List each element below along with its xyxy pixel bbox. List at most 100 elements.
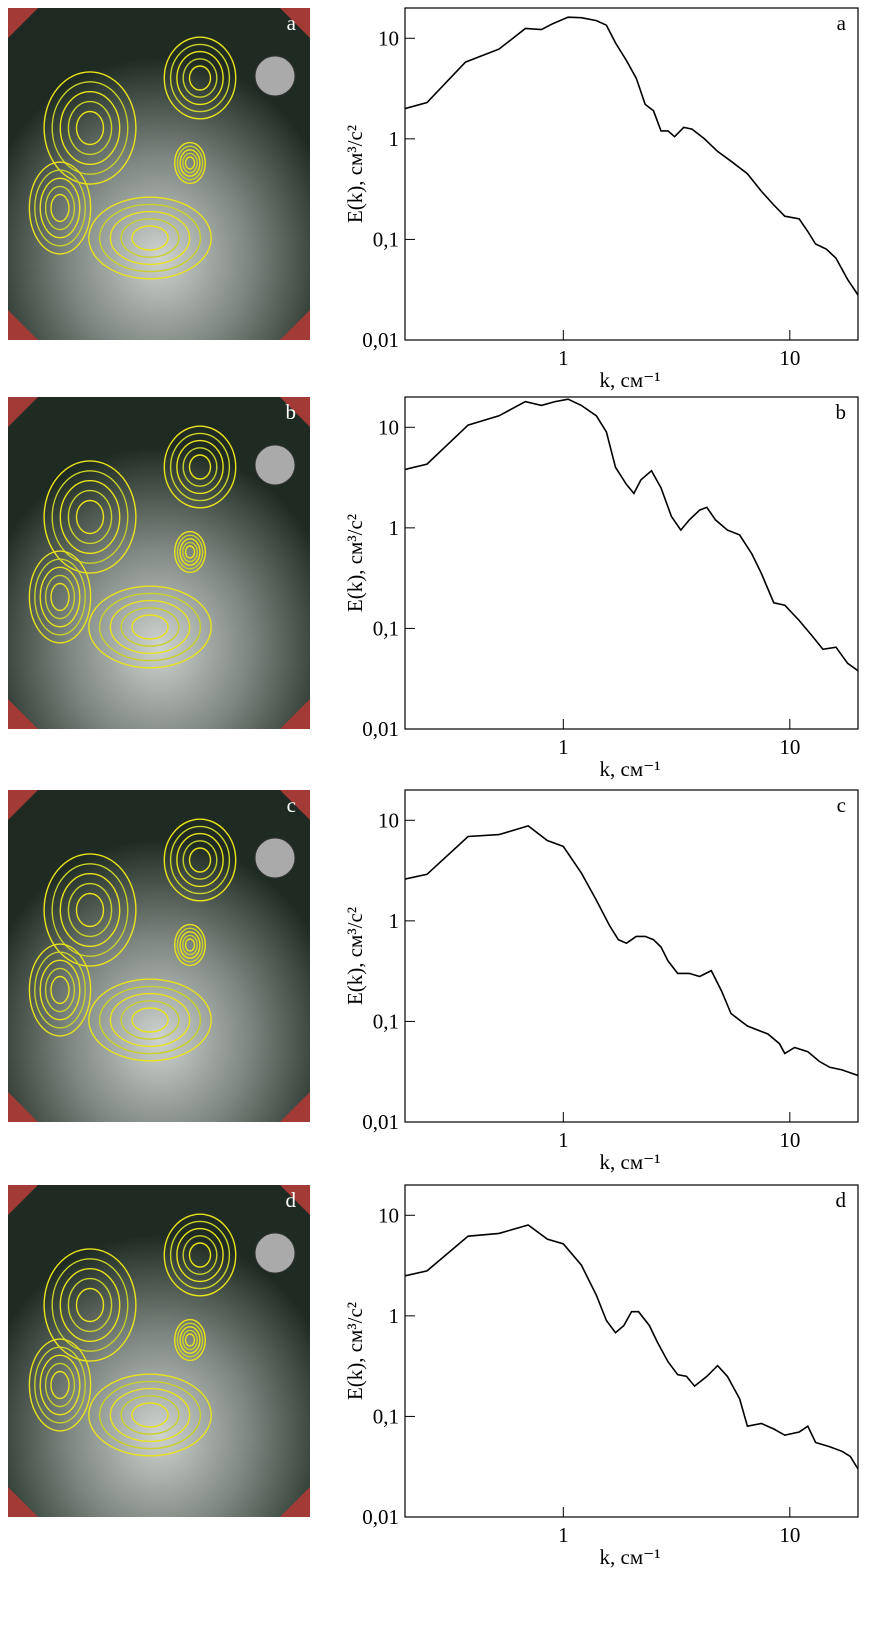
x-axis-label: k, см⁻¹ <box>600 1545 661 1569</box>
probe <box>254 444 296 486</box>
y-tick-label: 1 <box>389 516 400 540</box>
streamline <box>43 1248 137 1362</box>
plot-frame <box>404 396 859 730</box>
streamline <box>188 454 212 480</box>
tank <box>8 1185 310 1517</box>
streamline <box>59 1267 121 1342</box>
y-axis-label: E(k), см³/с² <box>343 907 367 1005</box>
streamline <box>67 489 113 545</box>
streamline <box>50 582 70 612</box>
streamline <box>50 1370 70 1400</box>
streamline <box>67 100 113 156</box>
probe <box>254 837 296 879</box>
streamline <box>59 873 121 948</box>
streamline <box>120 1395 180 1435</box>
y-tick-label: 10 <box>378 808 399 832</box>
streamline <box>131 225 169 251</box>
flow-photo: c <box>8 790 310 1122</box>
streamline <box>184 1333 196 1347</box>
panel-label: a <box>837 11 847 35</box>
spectrum-line <box>405 398 858 672</box>
streamline <box>34 951 86 1029</box>
x-tick-label: 1 <box>558 346 569 370</box>
flow-photo: b <box>8 397 310 729</box>
streamline <box>176 1227 224 1283</box>
photo-label: c <box>287 793 296 817</box>
streamline <box>39 177 81 239</box>
streamline <box>51 1258 129 1352</box>
streamline <box>34 558 86 636</box>
panel-label: c <box>837 793 846 817</box>
streamline <box>131 614 169 640</box>
streamline <box>182 840 218 880</box>
streamline <box>169 825 231 895</box>
panel-label: d <box>836 1188 847 1212</box>
streamline <box>51 863 129 957</box>
streamline <box>59 480 121 555</box>
tank <box>8 397 310 729</box>
y-tick-label: 0,1 <box>373 616 399 640</box>
streamline <box>173 141 206 185</box>
y-axis-label: E(k), см³/с² <box>343 514 367 612</box>
streamline <box>75 892 105 928</box>
streamline <box>44 1362 76 1408</box>
streamline <box>98 985 202 1055</box>
streamline <box>59 90 121 165</box>
y-axis-label: E(k), см³/с² <box>343 1302 367 1400</box>
streamline <box>182 58 218 98</box>
streamline <box>176 534 204 570</box>
streamline <box>120 607 180 647</box>
streamline <box>67 1277 113 1333</box>
streamline <box>109 1387 191 1443</box>
streamline <box>43 460 137 574</box>
y-tick-label: 10 <box>378 26 399 50</box>
streamline <box>184 156 196 170</box>
flow-photo: d <box>8 1185 310 1517</box>
x-tick-label: 10 <box>779 346 800 370</box>
y-tick-label: 1 <box>389 1304 400 1328</box>
streamline <box>88 196 212 280</box>
streamline <box>120 218 180 258</box>
streamline <box>98 1380 202 1450</box>
y-tick-label: 0,1 <box>373 1009 399 1033</box>
streamline <box>176 1322 204 1358</box>
streamline <box>88 585 212 669</box>
streamline <box>176 439 224 495</box>
streamline <box>179 538 201 566</box>
y-tick-label: 0,01 <box>362 1110 399 1134</box>
streamline <box>173 923 206 967</box>
streamline <box>163 1213 237 1297</box>
streamline <box>176 927 204 963</box>
tank <box>8 8 310 340</box>
plot-frame <box>404 1184 859 1518</box>
streamline <box>182 1329 198 1351</box>
spectrum-line <box>405 1224 858 1470</box>
streamline <box>44 574 76 620</box>
streamline <box>182 541 198 563</box>
photo-label: a <box>287 11 297 35</box>
streamline <box>34 1346 86 1424</box>
probe <box>254 55 296 97</box>
streamline <box>179 931 201 959</box>
flow-photo: a <box>8 8 310 340</box>
streamline <box>131 1007 169 1033</box>
streamline <box>51 470 129 564</box>
streamline <box>44 185 76 231</box>
streamline <box>28 550 92 644</box>
streamline <box>131 1402 169 1428</box>
streamline <box>188 847 212 873</box>
y-tick-label: 10 <box>378 1203 399 1227</box>
plot-frame <box>404 789 859 1123</box>
streamline <box>109 992 191 1048</box>
streamline <box>184 545 196 559</box>
streamline <box>34 169 86 247</box>
photo-label: d <box>286 1188 297 1212</box>
streamline <box>182 934 198 956</box>
streamline <box>109 599 191 655</box>
streamline <box>169 43 231 113</box>
streamline <box>50 193 70 223</box>
streamline <box>88 1373 212 1457</box>
x-tick-label: 1 <box>558 1128 569 1152</box>
streamline <box>67 882 113 938</box>
